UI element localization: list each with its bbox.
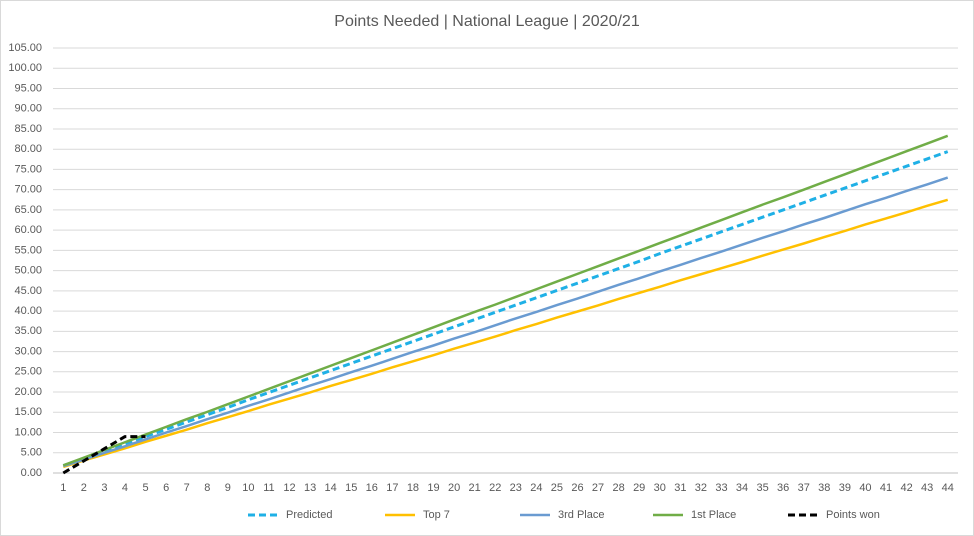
x-tick-label: 13 [304,482,316,494]
x-tick-label: 22 [489,482,501,494]
x-tick-label: 26 [571,482,583,494]
y-tick-label: 65.00 [14,204,42,216]
x-tick-label: 15 [345,482,357,494]
x-tick-label: 17 [386,482,398,494]
x-tick-label: 35 [756,482,768,494]
x-tick-label: 2 [81,482,87,494]
x-tick-label: 24 [530,482,542,494]
y-tick-label: 60.00 [14,224,42,236]
legend-label: 3rd Place [558,509,604,521]
x-tick-label: 9 [225,482,231,494]
legend-label: Top 7 [423,509,450,521]
y-tick-label: 5.00 [21,447,42,459]
y-tick-label: 70.00 [14,184,42,196]
x-tick-label: 23 [510,482,522,494]
legend-label: Points won [826,509,880,521]
x-tick-label: 38 [818,482,830,494]
x-tick-label: 6 [163,482,169,494]
series-line [62,435,146,475]
x-tick-label: 5 [142,482,148,494]
x-tick-label: 28 [613,482,625,494]
x-tick-label: 16 [366,482,378,494]
series-line [62,176,949,468]
y-tick-label: 95.00 [14,82,42,94]
x-tick-label: 41 [880,482,892,494]
series-line [62,198,949,469]
x-tick-label: 19 [427,482,439,494]
y-tick-label: 90.00 [14,103,42,115]
x-tick-label: 11 [263,482,274,494]
x-tick-label: 14 [325,482,337,494]
series-line [62,150,949,468]
x-tick-label: 31 [674,482,686,494]
chart-title: Points Needed | National League | 2020/2… [334,13,640,30]
x-tick-label: 42 [900,482,912,494]
y-tick-label: 85.00 [14,123,42,135]
y-tick-label: 40.00 [14,305,42,317]
y-tick-label: 105.00 [8,42,42,54]
x-tick-label: 18 [407,482,419,494]
legend-label: 1st Place [691,509,736,521]
x-tick-label: 4 [122,482,128,494]
x-tick-label: 40 [859,482,871,494]
y-tick-label: 20.00 [14,386,42,398]
y-tick-label: 30.00 [14,345,42,357]
x-tick-label: 33 [715,482,727,494]
x-tick-label: 21 [469,482,481,494]
x-tick-label: 32 [695,482,707,494]
y-tick-label: 0.00 [21,467,42,479]
x-tick-label: 44 [942,482,954,494]
x-tick-label: 3 [101,482,107,494]
x-tick-label: 12 [283,482,295,494]
y-tick-label: 50.00 [14,265,42,277]
y-tick-label: 35.00 [14,325,42,337]
x-tick-label: 30 [654,482,666,494]
y-tick-label: 80.00 [14,143,42,155]
y-tick-label: 45.00 [14,285,42,297]
x-tick-label: 20 [448,482,460,494]
y-tick-label: 25.00 [14,366,42,378]
x-tick-label: 1 [60,482,66,494]
x-tick-label: 7 [184,482,190,494]
x-tick-label: 25 [551,482,563,494]
x-tick-label: 39 [839,482,851,494]
y-tick-label: 15.00 [14,406,42,418]
x-tick-label: 36 [777,482,789,494]
x-tick-label: 27 [592,482,604,494]
y-tick-label: 10.00 [14,426,42,438]
y-tick-label: 75.00 [14,163,42,175]
x-tick-label: 10 [242,482,254,494]
x-tick-label: 34 [736,482,748,494]
y-tick-label: 100.00 [8,62,42,74]
x-tick-label: 8 [204,482,210,494]
series-line [62,134,949,467]
x-tick-label: 37 [798,482,810,494]
x-tick-label: 29 [633,482,645,494]
legend-label: Predicted [286,509,332,521]
y-tick-label: 55.00 [14,244,42,256]
x-tick-label: 43 [921,482,933,494]
